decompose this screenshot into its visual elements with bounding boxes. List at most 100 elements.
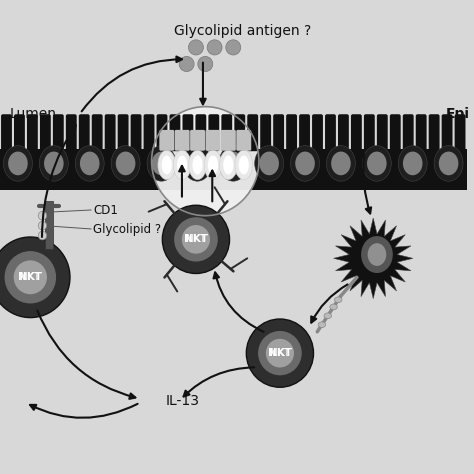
Ellipse shape bbox=[3, 146, 32, 181]
Text: CD1: CD1 bbox=[93, 204, 118, 218]
FancyBboxPatch shape bbox=[390, 114, 401, 151]
FancyBboxPatch shape bbox=[175, 130, 190, 151]
Ellipse shape bbox=[361, 236, 393, 273]
Text: Lumen: Lumen bbox=[9, 107, 56, 121]
Circle shape bbox=[163, 205, 229, 273]
FancyBboxPatch shape bbox=[455, 114, 465, 151]
Circle shape bbox=[14, 260, 47, 294]
FancyBboxPatch shape bbox=[247, 114, 258, 151]
Ellipse shape bbox=[259, 152, 279, 175]
FancyBboxPatch shape bbox=[325, 114, 336, 151]
Circle shape bbox=[38, 221, 46, 230]
Ellipse shape bbox=[235, 150, 253, 180]
Ellipse shape bbox=[111, 146, 140, 181]
FancyBboxPatch shape bbox=[1, 114, 12, 151]
FancyBboxPatch shape bbox=[312, 114, 323, 151]
Circle shape bbox=[152, 107, 259, 216]
FancyBboxPatch shape bbox=[377, 114, 388, 151]
Ellipse shape bbox=[152, 152, 171, 175]
FancyBboxPatch shape bbox=[190, 130, 205, 151]
FancyBboxPatch shape bbox=[79, 114, 90, 151]
Circle shape bbox=[266, 339, 294, 367]
Circle shape bbox=[207, 40, 222, 55]
Ellipse shape bbox=[255, 146, 283, 181]
FancyBboxPatch shape bbox=[156, 114, 167, 151]
Ellipse shape bbox=[398, 146, 427, 181]
Circle shape bbox=[198, 56, 213, 72]
Text: Glycolipid ?: Glycolipid ? bbox=[93, 223, 162, 237]
Text: NKT: NKT bbox=[20, 272, 40, 283]
Bar bbox=[45, 201, 53, 249]
FancyBboxPatch shape bbox=[195, 114, 206, 151]
FancyBboxPatch shape bbox=[416, 114, 427, 151]
Text: NKT: NKT bbox=[184, 234, 208, 245]
Ellipse shape bbox=[204, 150, 222, 180]
Ellipse shape bbox=[219, 146, 248, 181]
FancyBboxPatch shape bbox=[364, 114, 375, 151]
Ellipse shape bbox=[367, 152, 387, 175]
Ellipse shape bbox=[188, 152, 207, 175]
Ellipse shape bbox=[183, 146, 212, 181]
FancyBboxPatch shape bbox=[206, 130, 220, 151]
Ellipse shape bbox=[295, 152, 315, 175]
Circle shape bbox=[5, 251, 56, 303]
Ellipse shape bbox=[238, 155, 249, 174]
Ellipse shape bbox=[162, 155, 172, 174]
FancyBboxPatch shape bbox=[234, 114, 245, 151]
Ellipse shape bbox=[403, 152, 422, 175]
Ellipse shape bbox=[434, 146, 463, 181]
Circle shape bbox=[174, 217, 218, 262]
Text: NKT: NKT bbox=[18, 272, 42, 283]
FancyBboxPatch shape bbox=[237, 130, 251, 151]
Text: NKT: NKT bbox=[270, 348, 290, 358]
Circle shape bbox=[182, 225, 210, 254]
Ellipse shape bbox=[8, 152, 28, 175]
Ellipse shape bbox=[330, 304, 337, 310]
Ellipse shape bbox=[158, 150, 176, 180]
FancyBboxPatch shape bbox=[442, 114, 453, 151]
Ellipse shape bbox=[362, 146, 391, 181]
Ellipse shape bbox=[291, 146, 319, 181]
Ellipse shape bbox=[173, 150, 191, 180]
FancyBboxPatch shape bbox=[286, 114, 297, 151]
Text: NKT: NKT bbox=[186, 234, 206, 245]
FancyBboxPatch shape bbox=[338, 114, 349, 151]
Polygon shape bbox=[334, 218, 413, 299]
Ellipse shape bbox=[327, 146, 356, 181]
FancyBboxPatch shape bbox=[144, 114, 155, 151]
FancyBboxPatch shape bbox=[27, 114, 38, 151]
FancyBboxPatch shape bbox=[299, 114, 310, 151]
Circle shape bbox=[246, 319, 313, 387]
Circle shape bbox=[226, 40, 241, 55]
Text: Epi: Epi bbox=[446, 107, 470, 121]
Circle shape bbox=[258, 331, 302, 375]
Text: Glycolipid antigen ?: Glycolipid antigen ? bbox=[174, 24, 311, 38]
Ellipse shape bbox=[44, 152, 64, 175]
FancyBboxPatch shape bbox=[209, 114, 219, 151]
FancyBboxPatch shape bbox=[221, 114, 232, 151]
Ellipse shape bbox=[177, 155, 187, 174]
Ellipse shape bbox=[39, 146, 68, 181]
Ellipse shape bbox=[219, 150, 237, 180]
FancyBboxPatch shape bbox=[221, 130, 236, 151]
FancyBboxPatch shape bbox=[40, 114, 51, 151]
FancyBboxPatch shape bbox=[170, 114, 181, 151]
FancyBboxPatch shape bbox=[403, 114, 414, 151]
FancyBboxPatch shape bbox=[182, 114, 193, 151]
FancyBboxPatch shape bbox=[428, 114, 439, 151]
Circle shape bbox=[38, 231, 46, 240]
FancyBboxPatch shape bbox=[53, 114, 64, 151]
FancyBboxPatch shape bbox=[105, 114, 116, 151]
Circle shape bbox=[38, 211, 46, 220]
FancyBboxPatch shape bbox=[131, 114, 142, 151]
Ellipse shape bbox=[331, 152, 351, 175]
Ellipse shape bbox=[368, 243, 386, 266]
FancyBboxPatch shape bbox=[118, 114, 128, 151]
Ellipse shape bbox=[223, 155, 234, 174]
Text: IL-13: IL-13 bbox=[165, 393, 200, 408]
Ellipse shape bbox=[439, 152, 458, 175]
Ellipse shape bbox=[324, 313, 331, 319]
Ellipse shape bbox=[192, 155, 203, 174]
Circle shape bbox=[179, 56, 194, 72]
Ellipse shape bbox=[189, 150, 207, 180]
